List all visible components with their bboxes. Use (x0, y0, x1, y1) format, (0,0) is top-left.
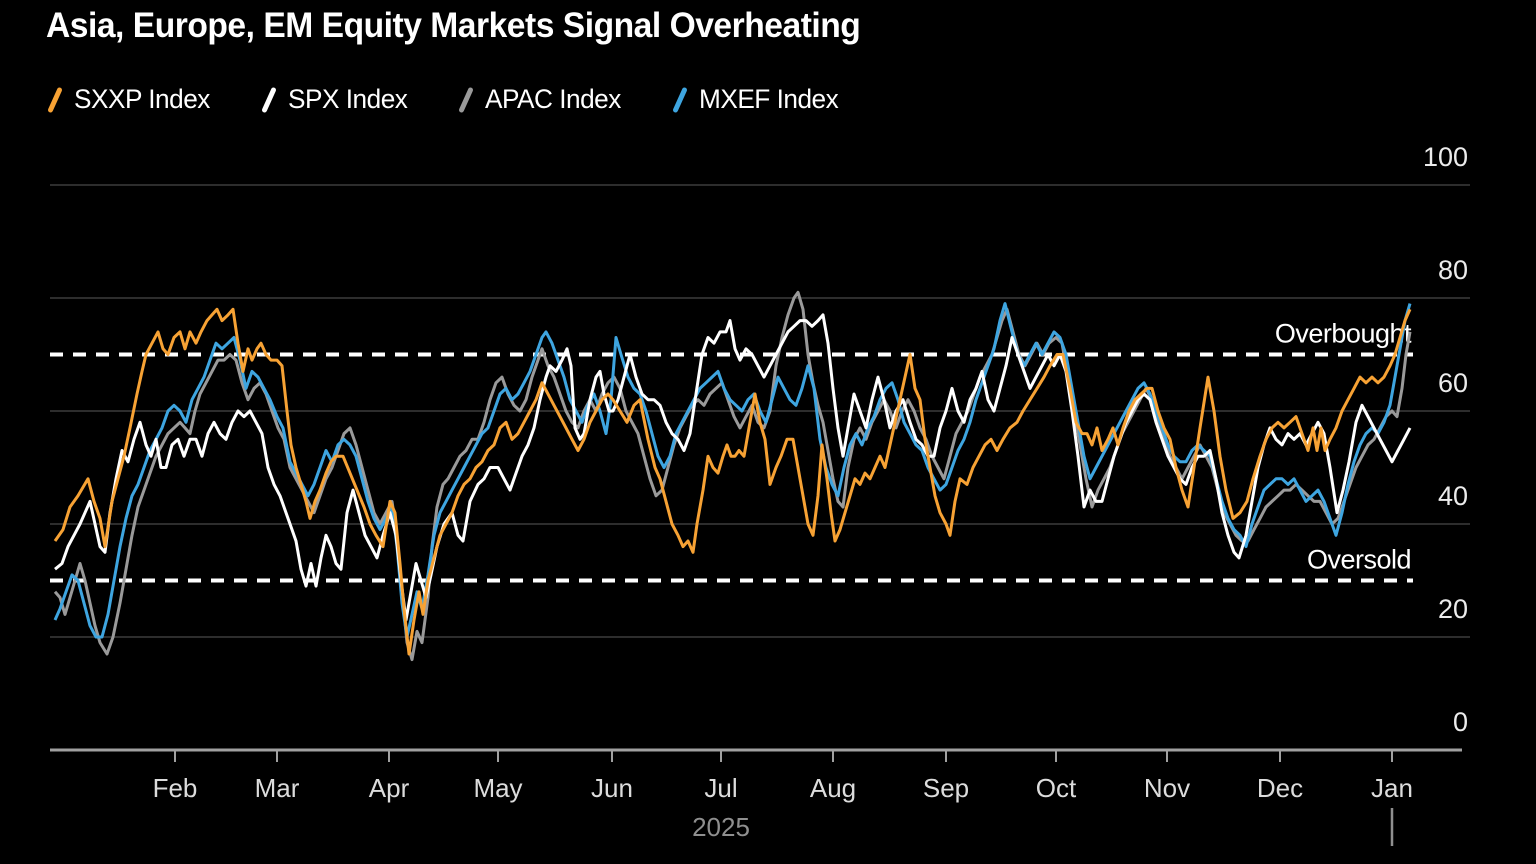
spx-slash-icon (262, 87, 277, 112)
x-tick-label-jun: Jun (591, 773, 633, 803)
legend-item-mxef[interactable]: MXEF Index (671, 84, 843, 115)
x-tick-label-apr: Apr (369, 773, 410, 803)
legend-label: MXEF Index (699, 84, 839, 114)
series-line-sxxp (53, 307, 1412, 656)
x-tick-label-dec: Dec (1257, 773, 1303, 803)
threshold-label-overbought: Overbought (1275, 319, 1412, 349)
series-line-apac (53, 290, 1412, 662)
x-tick-label-aug: Aug (810, 773, 856, 803)
y-tick-label-20: 20 (1438, 594, 1468, 624)
legend-item-spx[interactable]: SPX Index (260, 84, 411, 115)
x-tick-label-jul: Jul (704, 773, 737, 803)
x-tick-label-may: May (473, 773, 522, 803)
y-tick-label-80: 80 (1438, 255, 1468, 285)
sxxp-slash-icon (48, 87, 62, 112)
y-tick-label-100: 100 (1423, 142, 1468, 172)
x-tick-label-oct: Oct (1036, 773, 1077, 803)
y-tick-label-0: 0 (1453, 707, 1468, 737)
y-tick-label-60: 60 (1438, 368, 1468, 398)
series-line-mxef (53, 302, 1412, 639)
chart-legend: SXXP Index SPX Index APAC Index MXEF Index (46, 84, 843, 115)
legend-item-sxxp[interactable]: SXXP Index (46, 84, 214, 115)
x-tick-label-sep: Sep (923, 773, 969, 803)
year-label: 2025 (692, 812, 750, 842)
x-tick-label-feb: Feb (153, 773, 198, 803)
apac-slash-icon (459, 87, 474, 112)
threshold-label-oversold: Oversold (1307, 545, 1411, 575)
legend-label: SPX Index (288, 84, 408, 114)
mxef-slash-icon (673, 87, 688, 112)
legend-label: SXXP Index (74, 84, 210, 114)
x-tick-label-mar: Mar (255, 773, 300, 803)
legend-label: APAC Index (485, 84, 622, 114)
y-tick-label-40: 40 (1438, 481, 1468, 511)
x-tick-label-jan: Jan (1371, 773, 1413, 803)
x-tick-label-nov: Nov (1144, 773, 1190, 803)
series-line-spx (54, 313, 1412, 622)
legend-item-apac[interactable]: APAC Index (457, 84, 625, 115)
chart-title: Asia, Europe, EM Equity Markets Signal O… (46, 6, 861, 45)
